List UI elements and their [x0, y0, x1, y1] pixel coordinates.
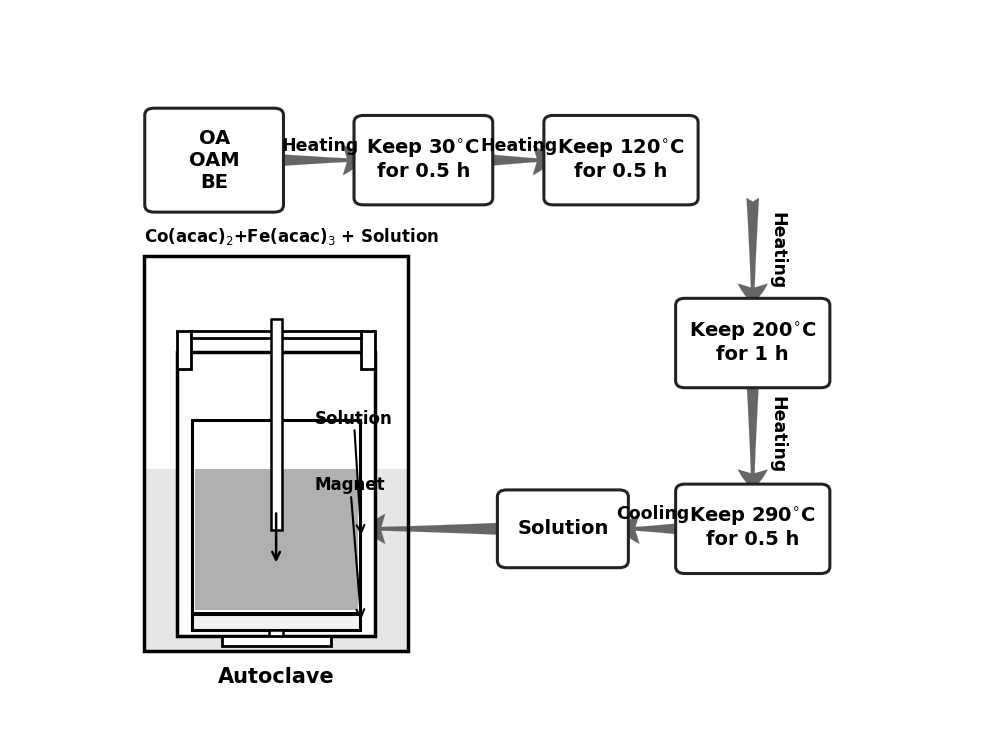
Bar: [191, 331, 361, 338]
FancyBboxPatch shape: [676, 484, 830, 574]
FancyBboxPatch shape: [145, 108, 283, 212]
Bar: [144, 469, 408, 651]
Bar: [361, 331, 375, 369]
Bar: [195, 449, 358, 610]
Bar: [144, 256, 408, 651]
Text: Solution: Solution: [315, 409, 393, 533]
Text: OAM: OAM: [189, 151, 239, 170]
Text: Solution: Solution: [517, 520, 609, 538]
Text: for 1 h: for 1 h: [716, 345, 789, 363]
Bar: [144, 256, 408, 651]
FancyBboxPatch shape: [497, 490, 628, 568]
Text: Keep 30$^{\circ}$C: Keep 30$^{\circ}$C: [366, 137, 480, 161]
Text: BE: BE: [200, 173, 228, 192]
Bar: [177, 352, 375, 636]
Bar: [269, 630, 283, 640]
Bar: [195, 449, 358, 469]
Bar: [177, 331, 191, 369]
Text: Heating: Heating: [480, 136, 557, 155]
Bar: [144, 469, 408, 651]
Text: Heating: Heating: [768, 212, 786, 290]
Text: Co(acac)$_2$+Fe(acac)$_3$ + Solution: Co(acac)$_2$+Fe(acac)$_3$ + Solution: [144, 226, 439, 247]
Text: Keep 290$^{\circ}$C: Keep 290$^{\circ}$C: [689, 506, 816, 529]
Text: OA: OA: [198, 129, 230, 148]
Text: Heating: Heating: [768, 396, 786, 474]
Text: for 0.5 h: for 0.5 h: [706, 530, 799, 550]
Text: Keep 200$^{\circ}$C: Keep 200$^{\circ}$C: [689, 320, 816, 344]
Text: Heating: Heating: [281, 136, 358, 155]
Bar: [222, 636, 331, 646]
Bar: [192, 615, 360, 630]
Text: for 0.5 h: for 0.5 h: [377, 161, 470, 181]
FancyBboxPatch shape: [544, 115, 698, 205]
Bar: [192, 420, 360, 613]
Text: Keep 120$^{\circ}$C: Keep 120$^{\circ}$C: [557, 137, 685, 161]
Text: Autoclave: Autoclave: [218, 667, 334, 687]
Text: for 0.5 h: for 0.5 h: [574, 161, 668, 181]
FancyBboxPatch shape: [676, 299, 830, 388]
Text: Magnet: Magnet: [315, 477, 386, 618]
Text: Cooling: Cooling: [616, 505, 689, 523]
Bar: [271, 320, 282, 530]
FancyBboxPatch shape: [354, 115, 493, 205]
